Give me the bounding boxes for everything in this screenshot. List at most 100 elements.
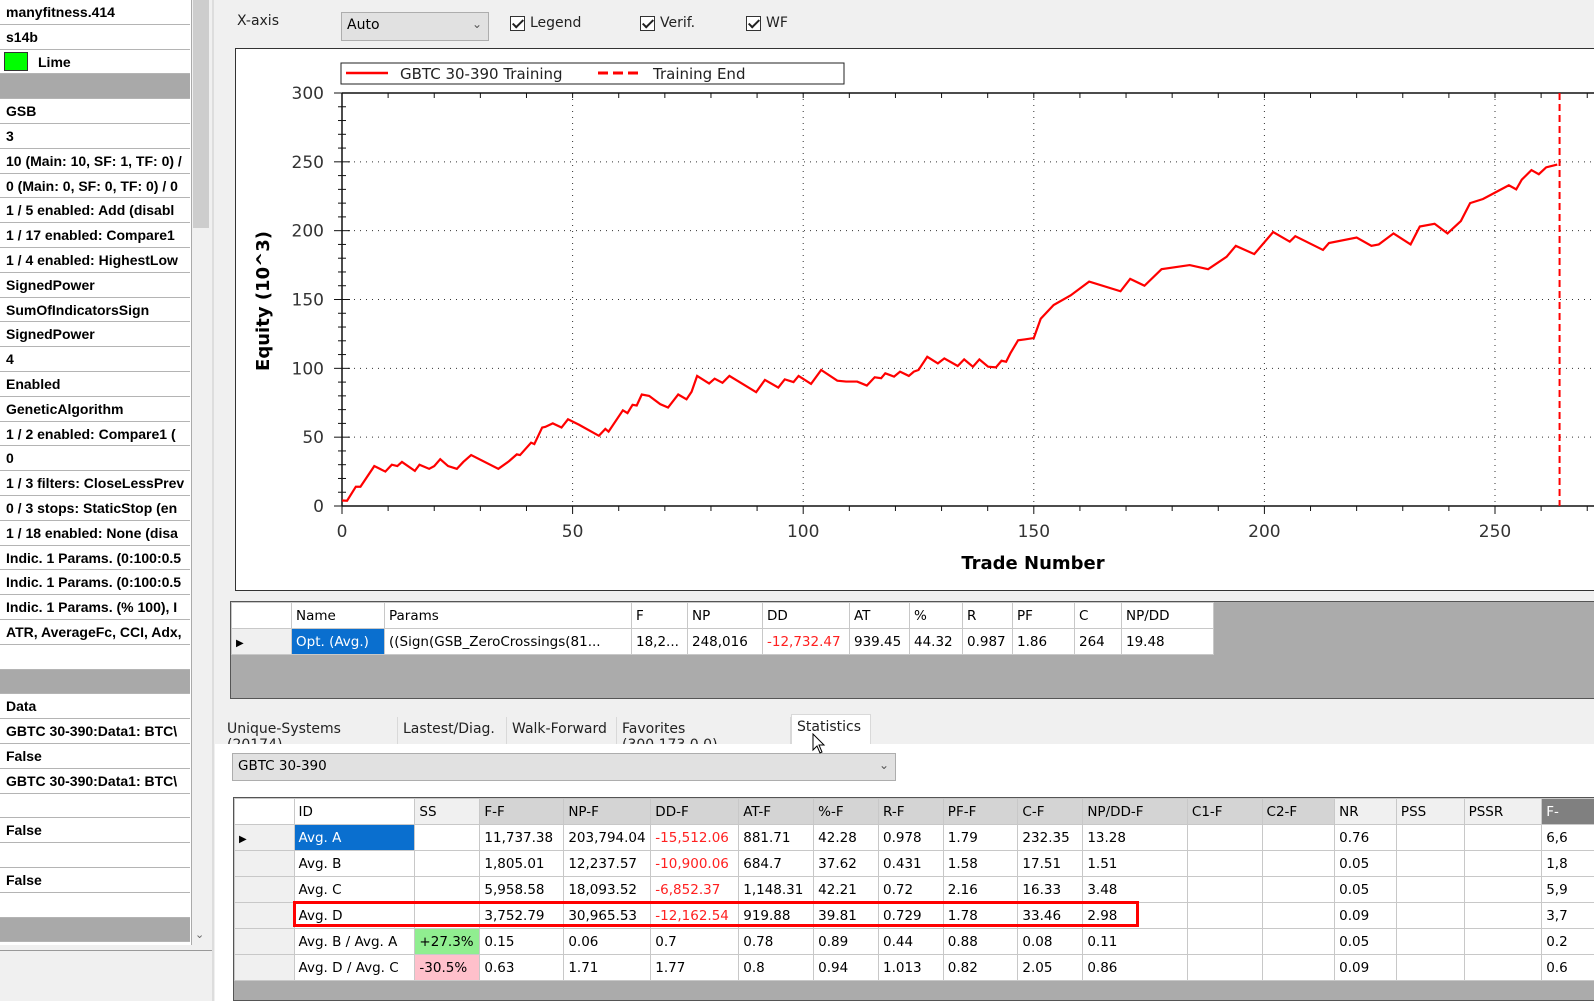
table-row[interactable]: Avg. B / Avg. A +27.3% 0.15 0.06 0.7 0.78 0.89… — [234, 928, 1594, 955]
table-cell[interactable] — [1261, 928, 1336, 955]
column-header[interactable]: F- — [1541, 798, 1594, 825]
table-cell[interactable] — [1463, 928, 1543, 955]
table-cell[interactable]: 11,737.38 — [479, 824, 565, 851]
table-cell[interactable] — [1463, 824, 1543, 851]
table-cell[interactable]: 18,2... — [631, 628, 688, 655]
property-row[interactable]: s14b — [0, 24, 190, 50]
property-row[interactable]: Lime — [0, 49, 190, 75]
table-cell[interactable]: 0.89 — [813, 928, 879, 955]
property-row[interactable]: 1 / 17 enabled: Compare1 — [0, 223, 190, 248]
table-cell[interactable]: -15,512.06 — [650, 824, 740, 851]
column-header[interactable]: Name — [291, 602, 385, 629]
panel-splitter[interactable] — [0, 950, 212, 952]
table-cell[interactable]: 203,794.04 — [563, 824, 652, 851]
property-row[interactable]: Indic. 1 Params. (0:100:0.5 — [0, 570, 190, 596]
table-cell[interactable]: 0.6 — [1541, 954, 1594, 981]
table-cell[interactable]: 1,805.01 — [479, 850, 565, 877]
property-row[interactable] — [0, 793, 190, 819]
table-cell[interactable]: 0.06 — [563, 928, 652, 955]
property-row[interactable]: 1 / 2 enabled: Compare1 ( — [0, 421, 190, 447]
table-cell[interactable]: 1,148.31 — [738, 876, 815, 903]
property-row[interactable]: 1 / 4 enabled: HighestLow — [0, 248, 190, 273]
property-row[interactable]: 0 / 3 stops: StaticStop (en — [0, 496, 190, 521]
property-row[interactable]: SignedPower — [0, 272, 190, 298]
column-header[interactable]: C-F — [1017, 798, 1084, 825]
table-cell[interactable] — [1395, 902, 1465, 929]
table-cell[interactable]: 3.48 — [1082, 876, 1188, 903]
table-cell[interactable]: +27.3% — [414, 928, 481, 955]
table-cell[interactable]: 0.86 — [1082, 954, 1188, 981]
table-cell[interactable] — [414, 876, 481, 903]
column-header[interactable]: %-F — [813, 798, 879, 825]
property-row[interactable]: 0 (Main: 0, SF: 0, TF: 0) / 0 — [0, 173, 190, 199]
table-cell[interactable]: 264 — [1074, 628, 1122, 655]
table-cell[interactable]: 18,093.52 — [563, 876, 652, 903]
table-cell[interactable]: 939.45 — [849, 628, 910, 655]
table-cell[interactable]: 13.28 — [1082, 824, 1188, 851]
column-header[interactable]: F-F — [479, 798, 565, 825]
table-row[interactable]: Avg. C 5,958.58 18,093.52 -6,852.37 1,148.31… — [234, 876, 1594, 903]
table-cell[interactable]: 0.987 — [962, 628, 1013, 655]
tab-walkforward[interactable]: Walk-Forward — [507, 717, 617, 744]
table-cell[interactable]: 1,8 — [1541, 850, 1594, 877]
table-cell[interactable]: -10,900.06 — [650, 850, 740, 877]
scrollbar-thumb[interactable] — [193, 0, 209, 228]
table-row[interactable]: Avg. D / Avg. C -30.5% 0.63 1.71 1.77 0.8 0.94… — [234, 954, 1594, 981]
table-cell[interactable]: 232.35 — [1017, 824, 1084, 851]
vertical-splitter[interactable] — [212, 0, 214, 1001]
table-cell[interactable] — [1395, 850, 1465, 877]
xaxis-select[interactable]: Auto ⌄ — [341, 12, 489, 41]
table-cell[interactable]: 0.05 — [1334, 850, 1397, 877]
table-cell[interactable]: 684.7 — [738, 850, 815, 877]
table-cell[interactable]: 1.79 — [942, 824, 1019, 851]
table-cell[interactable]: 0.44 — [877, 928, 944, 955]
property-category-header[interactable] — [0, 917, 190, 943]
tab-statistics[interactable]: Statistics — [791, 714, 871, 745]
table-cell[interactable]: 1.86 — [1012, 628, 1075, 655]
wf-checkbox[interactable]: WF — [746, 15, 788, 31]
table-cell[interactable]: 0.15 — [479, 928, 565, 955]
table-cell[interactable] — [1261, 876, 1336, 903]
table-cell[interactable]: 0.82 — [942, 954, 1019, 981]
table-cell[interactable] — [1186, 954, 1263, 981]
column-header[interactable]: SS — [414, 798, 481, 825]
table-cell[interactable]: 16.33 — [1017, 876, 1084, 903]
table-cell[interactable] — [1261, 954, 1336, 981]
table-cell[interactable] — [1463, 954, 1543, 981]
property-row[interactable]: ATR, AverageFc, CCI, Adx, — [0, 620, 190, 645]
table-cell[interactable]: ((Sign(GSB_ZeroCrossings(81... — [384, 628, 632, 655]
tab-favorites[interactable]: Favorites (300,173,0,0) — [617, 717, 791, 753]
table-cell[interactable]: 0.63 — [479, 954, 565, 981]
table-cell[interactable]: 1.58 — [942, 850, 1019, 877]
property-row[interactable]: GSB — [0, 99, 190, 124]
table-cell[interactable]: 37.62 — [813, 850, 879, 877]
table-cell[interactable]: 0.978 — [877, 824, 944, 851]
table-cell[interactable]: 3,7 — [1541, 902, 1594, 929]
table-cell[interactable]: 0.431 — [877, 850, 944, 877]
property-row[interactable]: 4 — [0, 347, 190, 372]
property-row[interactable]: False — [0, 818, 190, 844]
legend-checkbox[interactable]: Legend — [510, 15, 581, 31]
table-cell[interactable] — [1261, 902, 1336, 929]
table-cell[interactable]: 0.7 — [650, 928, 740, 955]
table-cell[interactable]: 0.05 — [1334, 928, 1397, 955]
tab-lastestdiag[interactable]: Lastest/Diag. — [398, 717, 507, 744]
property-row[interactable]: Data — [0, 694, 190, 720]
property-row[interactable]: GBTC 30-390:Data1: BTC\ — [0, 719, 190, 744]
column-header[interactable]: AT — [849, 602, 910, 629]
row-selector[interactable]: ▶ — [234, 824, 295, 851]
verif-checkbox[interactable]: Verif. — [640, 15, 695, 31]
row-selector[interactable]: ▶ — [231, 628, 292, 655]
table-cell[interactable]: 19.48 — [1121, 628, 1214, 655]
table-cell[interactable] — [1395, 928, 1465, 955]
table-cell[interactable]: Avg. A — [293, 824, 416, 851]
column-header[interactable]: AT-F — [738, 798, 815, 825]
property-row[interactable]: False — [0, 868, 190, 893]
property-row[interactable]: Indic. 1 Params. (% 100), I — [0, 595, 190, 620]
tab-uniquesystems[interactable]: Unique-Systems (20174) — [222, 717, 398, 753]
table-cell[interactable]: 0.88 — [942, 928, 1019, 955]
property-row[interactable] — [0, 644, 190, 670]
column-header[interactable]: R — [962, 602, 1013, 629]
table-row[interactable]: ▶ Opt. (Avg.) ((Sign(GSB_ZeroCrossings(81.… — [231, 628, 1214, 655]
property-row[interactable] — [0, 892, 190, 918]
